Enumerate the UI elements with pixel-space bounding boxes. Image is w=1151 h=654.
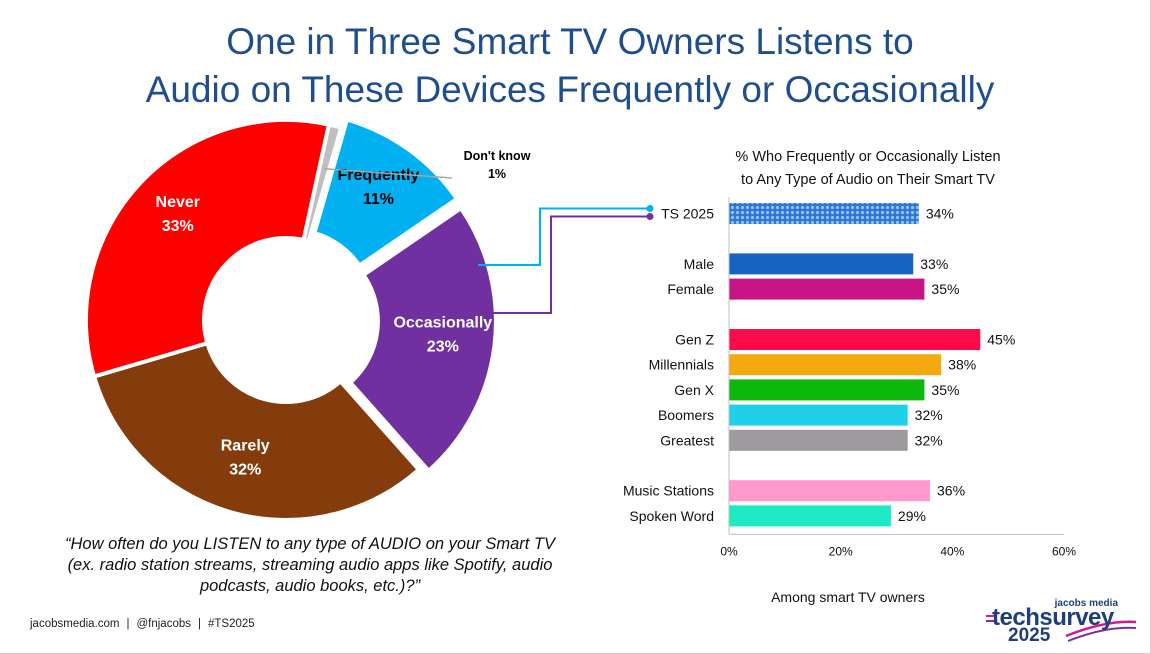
x-tick-60pct: 60% [1052,544,1076,558]
x-tick-40pct: 40% [940,544,964,558]
bar-category-ts-2025: TS 2025 [661,206,714,222]
slice-label-dont-know: Don't know [464,149,531,163]
bar-greatest [729,429,908,451]
donut-chart: Frequently11%Occasionally23%Rarely32%Nev… [84,117,531,522]
bar-value-boomers: 32% [915,407,943,423]
bar-chart-title-line-1: % Who Frequently or Occasionally Listen [735,149,1000,165]
bar-gen-z [729,329,981,350]
slice-never [84,118,332,379]
bar-music-stations [729,480,930,502]
bar-millennials [729,354,942,376]
bar-chart: % Who Frequently or Occasionally Listen … [623,149,1076,605]
bar-value-millennials: 38% [948,357,976,373]
slice-value-frequently: 11% [363,191,394,208]
bar-value-gen-x: 35% [931,382,959,398]
footer-site: jacobsmedia.com [30,618,120,630]
bar-chart-title-line-2: to Any Type of Audio on Their Smart TV [741,172,995,188]
occasionally-connector-dot [646,213,654,220]
bar-value-greatest: 32% [915,432,943,448]
slice-label-rarely: Rarely [221,437,270,454]
bar-value-ts-2025: 34% [926,206,954,222]
techsurvey-logo: jacobs media techsurvey 2025 [986,598,1136,648]
bar-category-gen-z: Gen Z [675,332,714,348]
bar-category-music-stations: Music Stations [623,483,714,499]
bar-value-spoken-word: 29% [898,508,926,524]
footer: jacobsmedia.com | @fnjacobs | #TS2025 [30,618,255,630]
page-title: One in Three Smart TV Owners Listens to … [0,18,1140,114]
footer-hashtag: #TS2025 [208,618,255,630]
survey-question: “How often do you LISTEN to any type of … [64,535,555,595]
bar-boomers [729,404,908,426]
bar-category-millennials: Millennials [649,357,714,373]
bar-category-spoken-word: Spoken Word [629,508,714,524]
title-line-1: One in Three Smart TV Owners Listens to [226,21,914,62]
dont-know-leader-line [324,168,453,179]
slice-value-dont-know: 1% [488,167,506,181]
bar-category-gen-x: Gen X [674,382,714,398]
logo-year: 2025 [1008,625,1051,646]
logo-product: techsurvey [992,604,1114,631]
title-line-2: Audio on These Devices Frequently or Occ… [145,69,995,110]
bar-ts-2025 [729,203,919,224]
bar-value-male: 33% [920,256,948,272]
frequently-connector [478,207,650,266]
frequently-connector-dot [646,205,654,212]
slice-label-occasionally: Occasionally [393,314,492,331]
bar-category-greatest: Greatest [660,432,714,448]
x-tick-20pct: 20% [829,544,853,558]
bar-category-boomers: Boomers [658,407,714,423]
slice-value-rarely: 32% [229,461,261,478]
slice-value-never: 33% [162,218,194,235]
occasionally-connector [484,215,650,314]
slice-rarely [91,340,422,522]
slice-don-t-know [301,122,344,244]
slice-frequently [311,117,460,269]
x-tick-0pct: 0% [720,544,738,558]
bar-spoken-word [729,505,891,527]
bar-value-female: 35% [931,281,959,297]
bar-value-gen-z: 45% [987,332,1015,348]
slice-value-occasionally: 23% [427,338,459,355]
bar-male [729,253,914,275]
logo-brand: jacobs media [1054,598,1118,609]
footer-handle: @fnjacobs [136,618,191,630]
bar-category-male: Male [684,256,715,272]
slice-occasionally [347,205,498,474]
bar-category-female: Female [667,281,714,297]
x-axis-label: Among smart TV owners [771,589,925,605]
slice-label-never: Never [156,194,200,211]
connector-lines [478,205,654,314]
bar-gen-x [729,379,925,401]
bar-value-music-stations: 36% [937,483,965,499]
bar-female [729,278,925,300]
logo-swoosh-icon [986,615,1136,642]
